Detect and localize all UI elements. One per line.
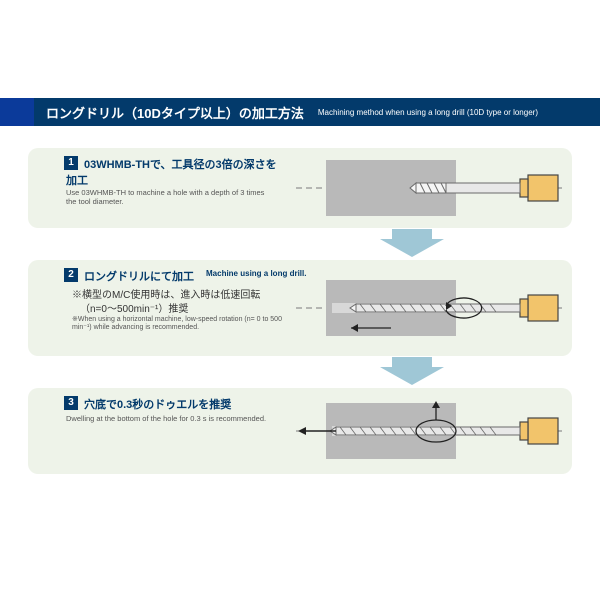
- down-arrow-2: [380, 357, 444, 390]
- step-number-3: 3: [64, 396, 78, 410]
- step-2-note-en: ※When using a horizontal machine, low-sp…: [72, 316, 292, 332]
- step-number-1: 1: [64, 156, 78, 170]
- step-2-note-jp-line2: （n=0～500min⁻¹）推奨: [80, 300, 188, 315]
- step-1-title-jp-line1: 03WHMB-THで、工具径の3倍の深さを: [84, 156, 277, 172]
- step-number-2: 2: [64, 268, 78, 282]
- step-3-title-jp: 穴底で0.3秒のドゥエルを推奨: [84, 396, 231, 412]
- header-title-en: Machining method when using a long drill…: [318, 108, 538, 117]
- step-3-diagram: [296, 396, 566, 471]
- header-main: ロングドリル（10Dタイプ以上）の加工方法 Machining method w…: [34, 98, 600, 126]
- step-panel-1: 1 03WHMB-THで、工具径の3倍の深さを 加工 Use 03WHMB-TH…: [28, 148, 572, 228]
- step-1-title-jp-line2: 加工: [66, 172, 88, 188]
- step-panel-2: 2 ロングドリルにて加工 Machine using a long drill.…: [28, 260, 572, 356]
- step-2-title-jp: ロングドリルにて加工: [84, 268, 194, 284]
- header-accent: [0, 98, 34, 126]
- step-panel-3: 3 穴底で0.3秒のドゥエルを推奨 Dwelling at the bottom…: [28, 388, 572, 474]
- step-1-diagram: [296, 153, 566, 228]
- step-2-note-jp-line1: ※横型のM/C使用時は、進入時は低速回転: [72, 286, 260, 301]
- down-arrow-1: [380, 229, 444, 262]
- header-band: ロングドリル（10Dタイプ以上）の加工方法 Machining method w…: [0, 98, 600, 126]
- header-title-jp: ロングドリル（10Dタイプ以上）の加工方法: [46, 103, 304, 122]
- step-2-title-en: Machine using a long drill.: [206, 269, 306, 278]
- step-2-diagram: [296, 273, 566, 348]
- step-3-desc-en: Dwelling at the bottom of the hole for 0…: [66, 414, 276, 423]
- step-1-desc-en: Use 03WHMB-TH to machine a hole with a d…: [66, 188, 276, 206]
